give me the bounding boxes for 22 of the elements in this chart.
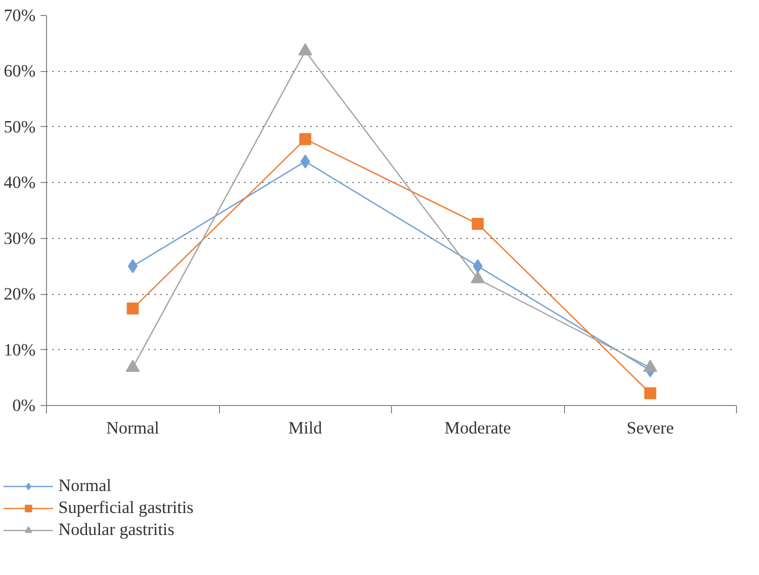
y-tick-label: 0% (12, 396, 36, 415)
point (472, 218, 484, 230)
legend-label: Normal (58, 476, 112, 496)
y-tick-label: 20% (4, 284, 36, 304)
y-tick-label: 30% (4, 228, 36, 248)
x-tick-label: Normal (106, 418, 160, 438)
y-tick-label: 10% (4, 340, 36, 360)
point (644, 387, 656, 400)
x-tick-label: Moderate (444, 418, 512, 438)
point (128, 259, 138, 274)
point (299, 133, 312, 146)
y-tick-label: 50% (4, 117, 36, 136)
legend-label: Nodular gastritis (58, 520, 174, 540)
point (126, 302, 139, 315)
x-tick-label: Severe (626, 418, 674, 438)
point (300, 154, 310, 168)
y-tick-label: 60% (4, 62, 36, 81)
legend-label: Superficial gastritis (58, 498, 194, 518)
y-tick-label: 40% (4, 173, 36, 192)
point (472, 259, 483, 274)
x-tick-label: Mild (288, 418, 322, 438)
y-tick-label: 70% (4, 6, 36, 25)
